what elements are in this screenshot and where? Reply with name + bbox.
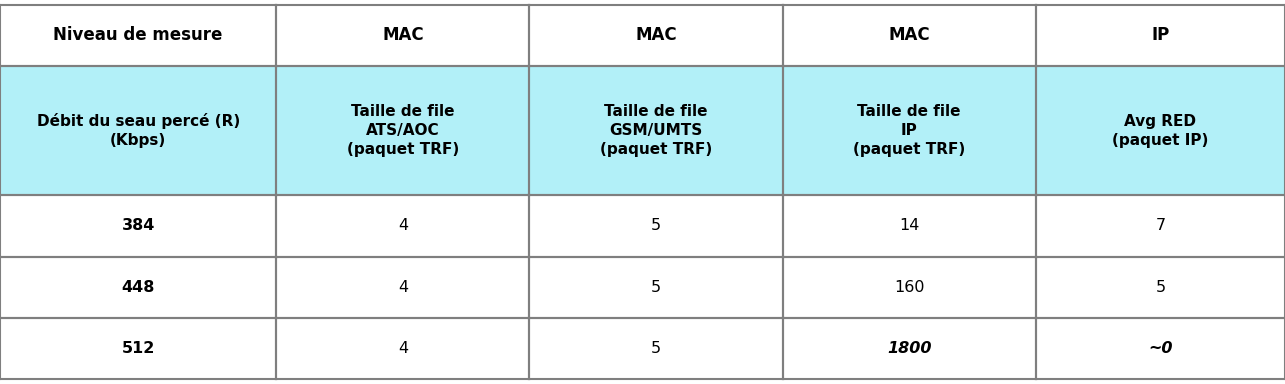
Text: IP: IP: [1151, 26, 1169, 45]
Text: 448: 448: [122, 280, 154, 295]
Text: Niveau de mesure: Niveau de mesure: [54, 26, 222, 45]
Text: 14: 14: [899, 218, 919, 233]
Bar: [529, 5, 783, 66]
Bar: [276, 5, 529, 66]
Bar: [276, 318, 529, 379]
Bar: [783, 318, 1036, 379]
Text: 4: 4: [398, 218, 407, 233]
Text: 1800: 1800: [887, 341, 932, 356]
Bar: [0, 318, 276, 379]
Bar: [1036, 257, 1285, 318]
Bar: [1036, 66, 1285, 195]
Bar: [783, 66, 1036, 195]
Text: MAC: MAC: [888, 26, 930, 45]
Text: 4: 4: [398, 341, 407, 356]
Bar: [1036, 195, 1285, 257]
Text: Taille de file
GSM/UMTS
(paquet TRF): Taille de file GSM/UMTS (paquet TRF): [600, 104, 712, 157]
Text: 384: 384: [122, 218, 154, 233]
Text: Taille de file
ATS/AOC
(paquet TRF): Taille de file ATS/AOC (paquet TRF): [347, 104, 459, 157]
Bar: [1036, 318, 1285, 379]
Text: 5: 5: [651, 280, 660, 295]
Bar: [0, 66, 276, 195]
Bar: [529, 318, 783, 379]
Bar: [783, 195, 1036, 257]
Text: 5: 5: [1155, 280, 1165, 295]
Text: MAC: MAC: [382, 26, 424, 45]
Text: Avg RED
(paquet IP): Avg RED (paquet IP): [1113, 114, 1209, 148]
Bar: [529, 257, 783, 318]
Bar: [529, 66, 783, 195]
Bar: [1036, 5, 1285, 66]
Text: 5: 5: [651, 218, 660, 233]
Bar: [276, 195, 529, 257]
Text: ~0: ~0: [1148, 341, 1173, 356]
Text: Taille de file
IP
(paquet TRF): Taille de file IP (paquet TRF): [853, 104, 965, 157]
Bar: [783, 5, 1036, 66]
Bar: [783, 257, 1036, 318]
Bar: [0, 195, 276, 257]
Text: Débit du seau percé (R)
(Kbps): Débit du seau percé (R) (Kbps): [36, 113, 240, 148]
Bar: [0, 257, 276, 318]
Text: 160: 160: [894, 280, 924, 295]
Text: 512: 512: [122, 341, 154, 356]
Text: 4: 4: [398, 280, 407, 295]
Text: 5: 5: [651, 341, 660, 356]
Bar: [276, 257, 529, 318]
Bar: [529, 195, 783, 257]
Bar: [276, 66, 529, 195]
Bar: [0, 5, 276, 66]
Text: 7: 7: [1155, 218, 1165, 233]
Text: MAC: MAC: [635, 26, 677, 45]
